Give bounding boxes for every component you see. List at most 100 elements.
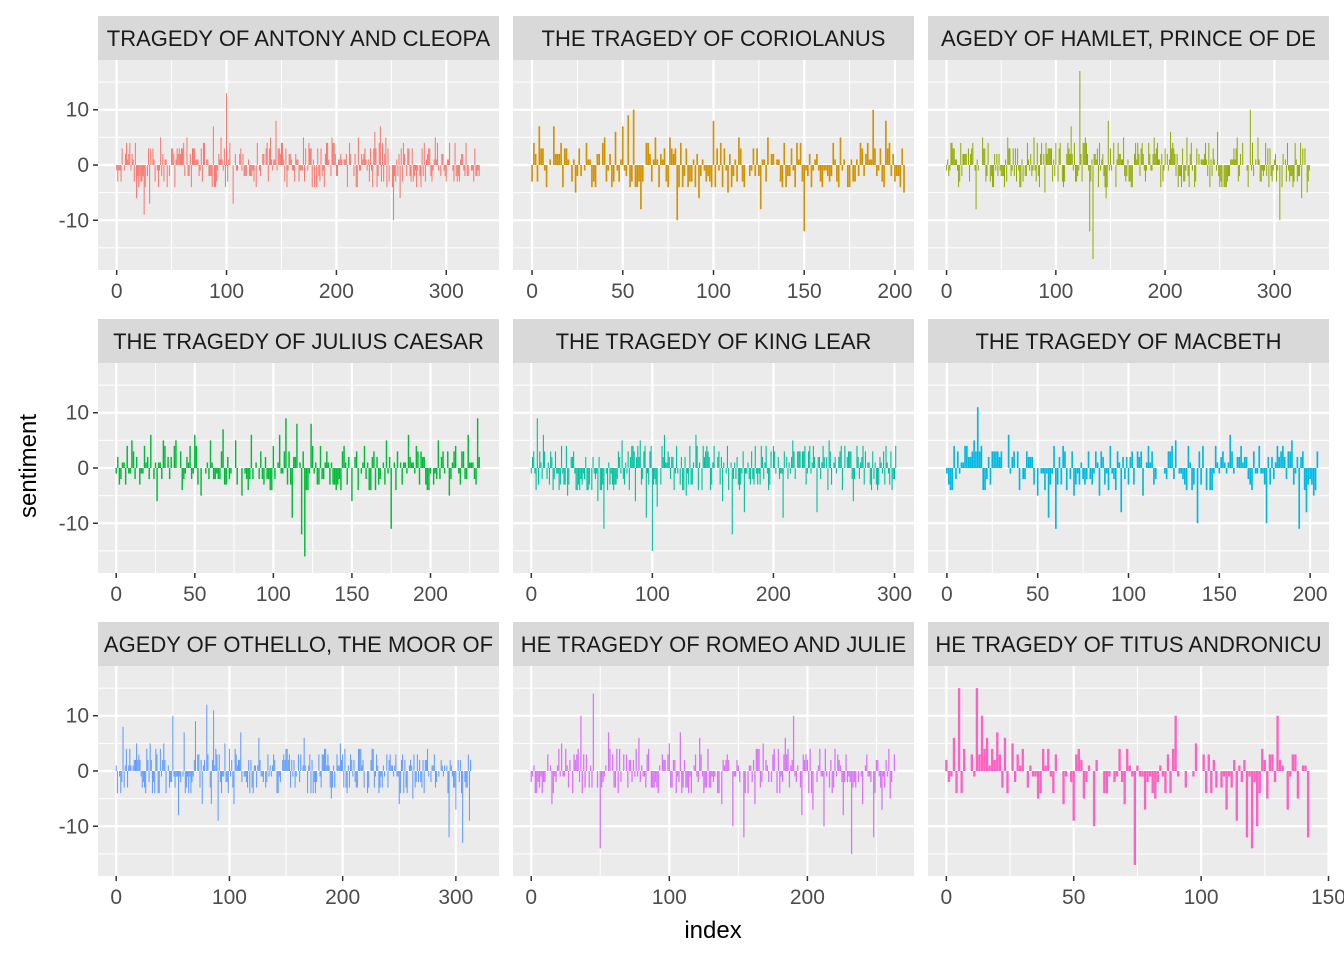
bar [138,165,140,188]
bar [620,468,622,474]
bar [341,451,344,468]
bar [1123,771,1126,805]
bar [358,165,360,171]
bar [321,468,323,480]
bar [258,165,260,171]
bar [553,468,555,480]
bar [1024,165,1026,177]
bar [1288,165,1290,171]
bar [558,748,560,771]
bar [637,445,639,468]
bar [725,759,727,771]
bar [218,153,220,165]
bar [1260,468,1262,474]
bar [1114,468,1117,491]
bar [394,765,396,771]
bar [897,165,900,177]
bar [1118,462,1121,468]
bar [373,148,375,165]
bar [645,771,647,788]
bar [837,165,840,188]
bar [222,771,224,777]
bar [1142,153,1144,165]
bar [124,153,126,165]
bar [688,771,690,794]
bar [121,148,123,165]
bar [234,153,236,165]
bar [191,148,193,165]
bar [683,759,686,771]
bar [320,148,322,165]
bar [1093,153,1095,165]
bar [1148,771,1152,777]
bar [313,165,315,188]
bar [617,451,620,468]
bar [207,159,209,165]
bar [990,165,992,177]
bar [423,142,425,165]
bar [1202,445,1204,468]
bar [431,765,433,771]
bar [588,771,590,788]
bar [1213,468,1215,474]
bar [279,771,281,783]
bar [787,748,789,771]
bar [1006,165,1008,182]
bar [962,462,965,468]
bar [772,445,774,468]
bar [316,468,319,485]
bar [840,445,842,468]
bar [1111,468,1113,474]
bar [1152,153,1154,165]
bar [998,153,1000,165]
bar [1075,165,1077,182]
bar [674,148,677,165]
bar [702,445,704,468]
bar [211,462,213,468]
bar [752,759,755,771]
bar [1085,771,1088,783]
bar [307,165,309,171]
bar [1026,771,1030,788]
bar [665,462,667,468]
bar [1146,165,1148,171]
bar [145,462,147,468]
bar [799,142,802,165]
bar [260,165,262,177]
bar [847,451,850,468]
bar [635,748,637,771]
bar [817,165,820,171]
bar [123,165,125,171]
bar [235,754,237,771]
x-tick-label: 150 [1311,886,1344,909]
bar [400,148,402,165]
bar [436,142,438,165]
bar [266,142,268,165]
bar [1136,765,1139,771]
bar [197,754,199,771]
x-tick-label: 200 [756,583,791,606]
bar [182,771,184,777]
bar [1207,754,1210,771]
bar [1080,759,1083,771]
x-tick-label: 200 [319,280,354,303]
bar [594,165,597,188]
bar [999,165,1001,171]
bar [685,468,687,496]
bar [294,771,296,788]
bar [1025,451,1028,468]
bar [227,165,229,182]
bar [153,159,155,165]
bar [536,771,538,794]
bar [409,456,411,468]
bar [177,153,179,165]
bar [837,754,839,771]
bar [311,445,314,468]
bar [168,165,170,177]
bar [791,456,793,468]
bar [150,434,152,468]
bar [1068,148,1070,165]
bar [718,165,720,171]
bar [982,468,985,491]
bar [129,748,131,771]
